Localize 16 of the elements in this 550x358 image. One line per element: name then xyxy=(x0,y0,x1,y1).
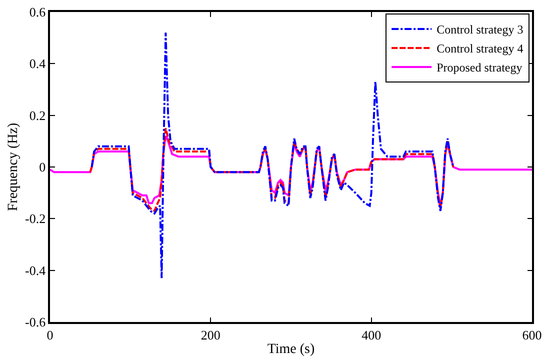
x-tick-label: 600 xyxy=(522,327,542,342)
y-tick-label: -0.6 xyxy=(25,314,46,330)
legend-label: Proposed strategy xyxy=(436,60,522,75)
legend-label: Control strategy 4 xyxy=(436,42,524,56)
x-tick-label: 200 xyxy=(200,327,220,342)
legend-label: Control strategy 3 xyxy=(436,22,524,37)
y-tick-label: -0.4 xyxy=(25,262,46,278)
x-tick-label: 400 xyxy=(362,327,382,342)
y-tick-label: 0.2 xyxy=(29,108,46,123)
y-tick-label: -0.2 xyxy=(25,211,46,226)
y-tick-label: 0.6 xyxy=(29,4,46,20)
y-axis-title: Frequency (Hz) xyxy=(6,122,22,212)
x-axis-title: Time (s) xyxy=(267,342,315,358)
y-tick-label: 0.4 xyxy=(29,56,46,72)
y-tick-label: 0 xyxy=(39,160,46,175)
line-series xyxy=(89,127,454,212)
